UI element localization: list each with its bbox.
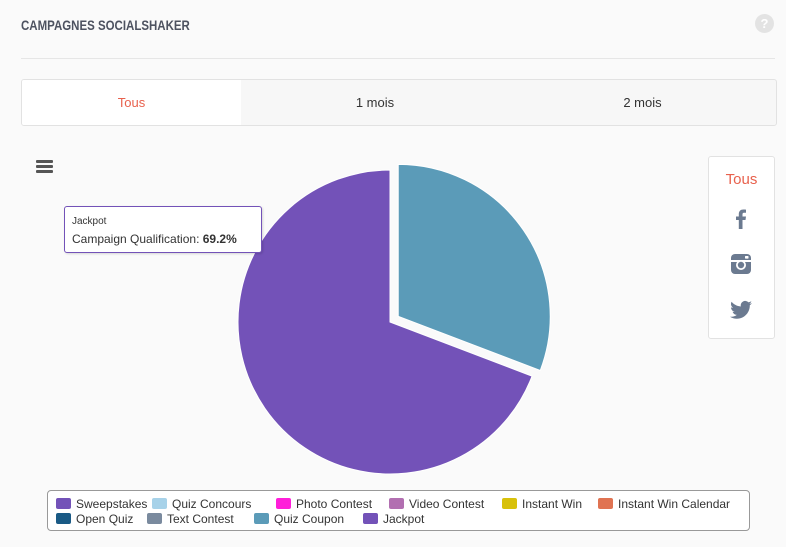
- legend-swatch: [502, 498, 517, 509]
- chart-legend: Sweepstakes Quiz Concours Photo Contest Vid…: [47, 490, 750, 531]
- legend-swatch: [276, 498, 291, 509]
- legend-swatch: [56, 498, 71, 509]
- legend-swatch: [152, 498, 167, 509]
- title-divider: [21, 58, 775, 59]
- tab-all[interactable]: Tous: [22, 80, 241, 125]
- legend-swatch: [254, 513, 269, 524]
- legend-item-instant-win-calendar[interactable]: Instant Win Calendar: [598, 497, 730, 512]
- network-all[interactable]: Tous: [725, 171, 758, 188]
- tooltip-title: Jackpot: [72, 216, 107, 227]
- legend-swatch: [598, 498, 613, 509]
- legend-swatch: [363, 513, 378, 524]
- legend-item-sweepstakes[interactable]: Sweepstakes: [56, 497, 147, 512]
- legend-label: Quiz Coupon: [274, 512, 345, 526]
- legend-item-instant-win[interactable]: Instant Win: [502, 497, 582, 512]
- legend-label: Quiz Concours: [172, 497, 252, 511]
- tooltip-label: Campaign Qualification:: [72, 232, 200, 246]
- panel-title: Campagnes SocialShaker: [21, 17, 190, 33]
- legend-swatch: [147, 513, 162, 524]
- chart-menu-icon[interactable]: [36, 160, 53, 174]
- legend-swatch: [389, 498, 404, 509]
- legend-item-quiz-concours[interactable]: Quiz Concours: [152, 497, 251, 512]
- chart-tooltip: Jackpot Campaign Qualification: 69.2%: [64, 206, 262, 253]
- legend-swatch: [56, 513, 71, 524]
- legend-item-photo-contest[interactable]: Photo Contest: [276, 497, 372, 512]
- pie-slice-jackpot[interactable]: [237, 169, 533, 475]
- tab-1-month[interactable]: 1 mois: [355, 95, 395, 110]
- legend-label: Jackpot: [383, 512, 425, 526]
- tooltip-value: 69.2%: [202, 232, 237, 246]
- legend-label: Text Contest: [167, 512, 234, 526]
- instagram-icon[interactable]: [729, 252, 753, 276]
- legend-item-video-contest[interactable]: Video Contest: [389, 497, 484, 512]
- legend-label: Open Quiz: [76, 512, 134, 526]
- facebook-icon[interactable]: [729, 207, 753, 231]
- legend-item-open-quiz[interactable]: Open Quiz: [56, 512, 133, 527]
- legend-item-quiz-coupon[interactable]: Quiz Coupon: [254, 512, 344, 527]
- legend-label: Photo Contest: [296, 497, 373, 511]
- legend-label: Instant Win: [522, 497, 583, 511]
- period-tabs: Tous 1 mois 2 mois: [21, 79, 777, 126]
- legend-label: Instant Win Calendar: [618, 497, 731, 511]
- tab-2-months[interactable]: 2 mois: [623, 95, 662, 110]
- network-filter: Tous: [708, 156, 775, 339]
- legend-item-text-contest[interactable]: Text Contest: [147, 512, 234, 527]
- help-icon[interactable]: ?: [755, 14, 774, 33]
- legend-item-jackpot[interactable]: Jackpot: [363, 512, 424, 527]
- legend-label: Sweepstakes: [76, 497, 148, 511]
- twitter-icon[interactable]: [729, 298, 753, 322]
- pie-slice-quiz-coupon[interactable]: [397, 163, 551, 372]
- legend-label: Video Contest: [409, 497, 485, 511]
- tooltip-line: Campaign Qualification: 69.2%: [72, 232, 237, 246]
